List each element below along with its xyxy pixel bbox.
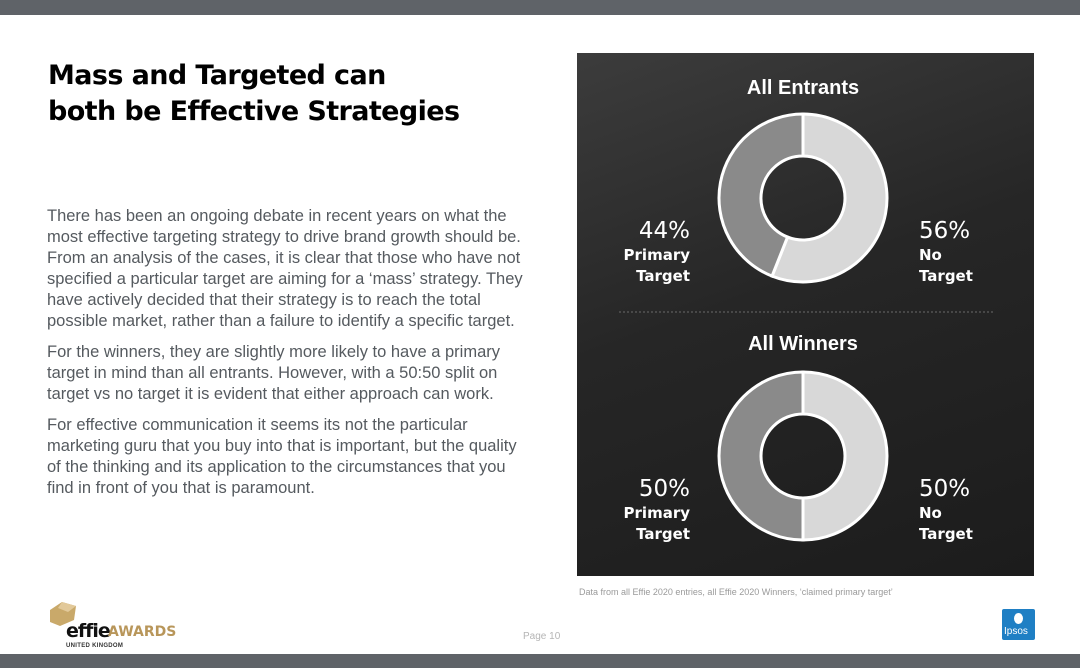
title-line-2: both be Effective Strategies [48,96,460,127]
chart-panel: All Entrants 44% Primary Target 56% No Target A… [577,53,1034,576]
title-line-1: Mass and Targeted can [48,60,386,91]
primary-target-label: Target [636,525,690,543]
primary-target-label: Target [636,267,690,285]
primary-target-label: Primary [624,504,691,522]
primary-target-value: 44% [639,218,690,244]
awards-wordmark: AWARDS [108,624,177,640]
paragraph-1: There has been an ongoing debate in rece… [47,207,523,330]
chart-title: All Winners [748,333,858,355]
donut-slice-no-target [801,370,889,542]
ipsos-logo: Ipsos [1002,609,1035,640]
no-target-label: No [919,504,942,522]
top-bar [0,0,1080,15]
donut-charts: All Entrants 44% Primary Target 56% No Target A… [619,77,993,543]
chart-title: All Entrants [747,77,859,99]
donut-slice-no-target [770,112,889,284]
ipsos-wordmark: Ipsos [1004,626,1028,637]
effie-wordmark: effie [66,620,111,642]
ipsos-dot-icon [1014,613,1023,624]
source-note: Data from all Effie 2020 entries, all Ef… [579,587,893,597]
no-target-label: No [919,246,942,264]
no-target-value: 50% [919,476,970,502]
no-target-label: Target [919,525,973,543]
no-target-label: Target [919,267,973,285]
page-title: Mass and Targeted can both be Effective … [48,58,518,130]
page-number: Page 10 [523,631,561,642]
bottom-bar [0,654,1080,668]
primary-target-value: 50% [639,476,690,502]
donut-slice-primary-target [717,370,805,542]
donut-slice-primary-target [717,112,805,279]
paragraph-2: For the winners, they are slightly more … [47,343,501,403]
no-target-value: 56% [919,218,970,244]
paragraph-3: For effective communication it seems its… [47,416,517,497]
body-text: There has been an ongoing debate in rece… [47,206,527,509]
effie-awards-logo: effie AWARDS UNITED KINGDOM [46,600,186,652]
primary-target-label: Primary [624,246,691,264]
region-label: UNITED KINGDOM [66,643,124,649]
effie-gold-icon [50,602,76,626]
